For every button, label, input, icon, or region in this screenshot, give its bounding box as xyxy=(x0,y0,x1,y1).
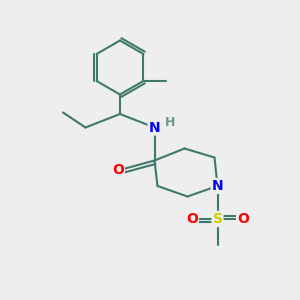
Text: O: O xyxy=(186,212,198,226)
Text: S: S xyxy=(212,212,223,226)
Text: N: N xyxy=(149,121,160,134)
Text: N: N xyxy=(212,179,223,193)
Text: O: O xyxy=(237,212,249,226)
Text: H: H xyxy=(165,116,175,129)
Text: O: O xyxy=(112,163,124,176)
